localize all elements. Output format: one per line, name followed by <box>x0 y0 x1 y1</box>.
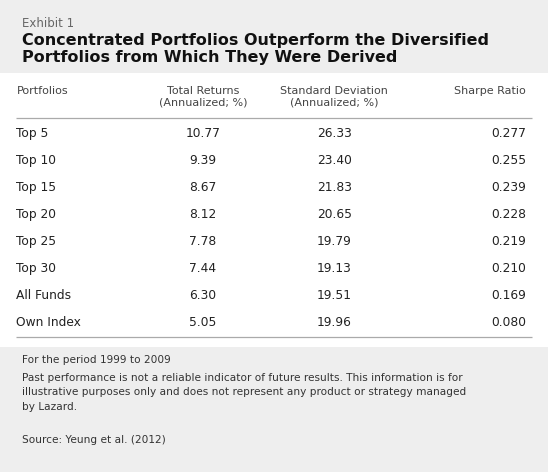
Text: 6.30: 6.30 <box>189 289 216 302</box>
Text: 19.79: 19.79 <box>317 235 352 248</box>
Text: Portfolios: Portfolios <box>16 86 68 96</box>
Text: 23.40: 23.40 <box>317 154 352 168</box>
Text: For the period 1999 to 2009: For the period 1999 to 2009 <box>22 355 170 365</box>
Text: 26.33: 26.33 <box>317 127 352 141</box>
Text: All Funds: All Funds <box>16 289 72 302</box>
Text: 5.05: 5.05 <box>189 316 216 329</box>
Text: Concentrated Portfolios Outperform the Diversified: Concentrated Portfolios Outperform the D… <box>22 33 489 48</box>
Text: 0.210: 0.210 <box>491 262 526 275</box>
Text: 7.78: 7.78 <box>189 235 216 248</box>
Text: Top 5: Top 5 <box>16 127 49 141</box>
Text: Standard Deviation
(Annualized; %): Standard Deviation (Annualized; %) <box>281 86 388 108</box>
Text: 10.77: 10.77 <box>185 127 220 141</box>
Text: 0.169: 0.169 <box>491 289 526 302</box>
Text: 0.219: 0.219 <box>491 235 526 248</box>
Text: Top 15: Top 15 <box>16 181 56 194</box>
Text: Top 20: Top 20 <box>16 208 56 221</box>
Bar <box>0 73 548 347</box>
Text: Exhibit 1: Exhibit 1 <box>22 17 74 30</box>
Text: 21.83: 21.83 <box>317 181 352 194</box>
Text: 8.67: 8.67 <box>189 181 216 194</box>
Text: 19.51: 19.51 <box>317 289 352 302</box>
Text: 19.96: 19.96 <box>317 316 352 329</box>
Text: 0.080: 0.080 <box>491 316 526 329</box>
Text: 0.239: 0.239 <box>491 181 526 194</box>
Text: Total Returns
(Annualized; %): Total Returns (Annualized; %) <box>158 86 247 108</box>
Text: Top 30: Top 30 <box>16 262 56 275</box>
Text: 7.44: 7.44 <box>189 262 216 275</box>
Text: 20.65: 20.65 <box>317 208 352 221</box>
Text: Own Index: Own Index <box>16 316 81 329</box>
Text: Top 10: Top 10 <box>16 154 56 168</box>
Text: 0.255: 0.255 <box>491 154 526 168</box>
Text: 9.39: 9.39 <box>189 154 216 168</box>
Text: Portfolios from Which They Were Derived: Portfolios from Which They Were Derived <box>22 50 397 65</box>
Text: 8.12: 8.12 <box>189 208 216 221</box>
Text: Source: Yeung et al. (2012): Source: Yeung et al. (2012) <box>22 435 165 445</box>
Text: 19.13: 19.13 <box>317 262 352 275</box>
Text: Past performance is not a reliable indicator of future results. This information: Past performance is not a reliable indic… <box>22 373 466 412</box>
Text: 0.277: 0.277 <box>491 127 526 141</box>
Text: Top 25: Top 25 <box>16 235 56 248</box>
Text: Sharpe Ratio: Sharpe Ratio <box>454 86 526 96</box>
Text: 0.228: 0.228 <box>491 208 526 221</box>
